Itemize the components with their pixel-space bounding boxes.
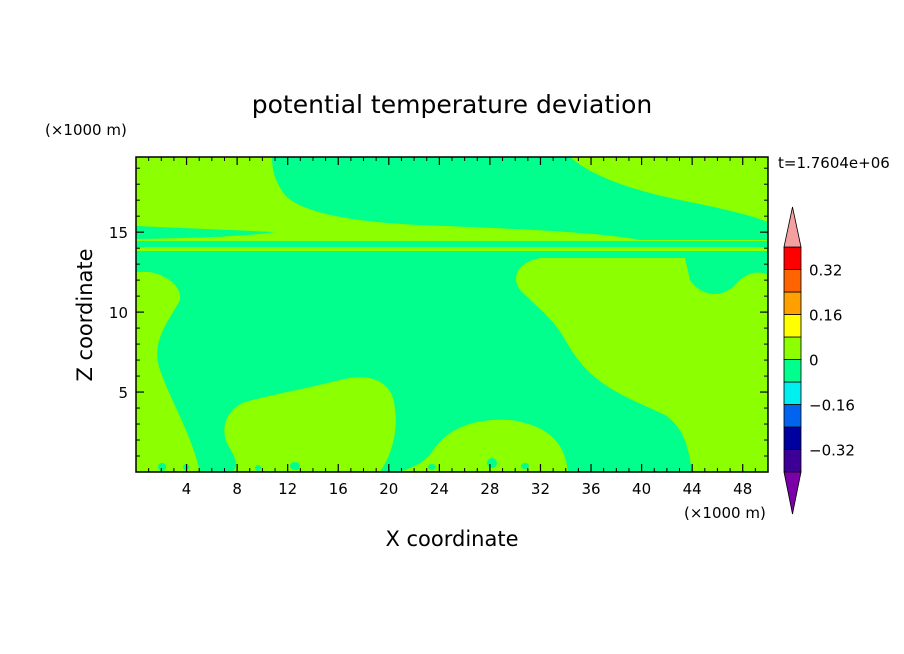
x-tick-label: 12: [278, 480, 297, 498]
x-axis-ticks: 4 8 12 16 20 24 28 32 36 40 44 48: [148, 157, 756, 498]
colorbar-box: [783, 336, 802, 360]
negative-band-1: [136, 226, 275, 239]
x-tick-label: 32: [531, 480, 550, 498]
negative-region-top: [272, 157, 768, 240]
y-tick-label: 5: [118, 384, 128, 402]
x-tick-label: 24: [430, 480, 449, 498]
colorbar-box: [783, 314, 802, 338]
colorbar-label: −0.32: [809, 442, 855, 460]
colorbar-bottom-triangle: [783, 471, 802, 515]
y-axis-label: Z coordinate: [73, 248, 97, 381]
x-tick-label: 4: [182, 480, 192, 498]
y-axis-ticks: 5 10 15: [109, 167, 768, 457]
x-tick-label: 8: [232, 480, 242, 498]
colorbar: 0.32 0.16 0 −0.16 −0.32: [783, 206, 855, 515]
colorbar-box: [783, 291, 802, 315]
negative-region-main: [136, 254, 768, 472]
time-label: t=1.7604e+06: [778, 154, 890, 172]
y-tick-label: 15: [109, 224, 128, 242]
colorbar-box: [783, 426, 802, 450]
colorbar-label: −0.16: [809, 397, 855, 415]
colorbar-top-triangle: [783, 206, 802, 248]
x-tick-label: 40: [632, 480, 651, 498]
colorbar-box: [783, 449, 802, 473]
y-unit-label: (×1000 m): [45, 121, 127, 139]
colorbar-label: 0: [809, 352, 819, 370]
x-tick-label: 36: [581, 480, 600, 498]
x-tick-label: 28: [480, 480, 499, 498]
colorbar-box: [783, 246, 802, 270]
colorbar-box: [783, 381, 802, 405]
colorbar-label: 0.32: [809, 262, 842, 280]
negative-band-2: [136, 241, 768, 247]
negative-band-3: [136, 251, 768, 255]
x-tick-label: 16: [329, 480, 348, 498]
y-tick-label: 10: [109, 304, 128, 322]
colorbar-box: [783, 404, 802, 428]
chart-title: potential temperature deviation: [252, 90, 652, 119]
x-axis-label: X coordinate: [385, 527, 518, 551]
x-tick-label: 48: [733, 480, 752, 498]
x-tick-label: 44: [683, 480, 702, 498]
x-tick-label: 20: [379, 480, 398, 498]
contour-field: [136, 157, 768, 472]
colorbar-box: [783, 269, 802, 293]
colorbar-box: [783, 359, 802, 383]
colorbar-label: 0.16: [809, 307, 842, 325]
x-unit-label: (×1000 m): [684, 504, 766, 522]
